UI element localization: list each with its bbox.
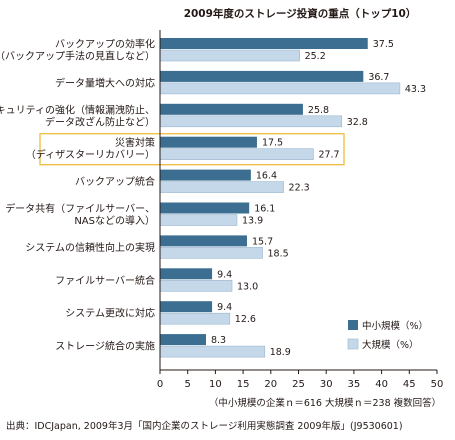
bar-large: [159, 148, 314, 160]
category-label: バックアップの効率化: [55, 38, 155, 51]
x-tick-label: 15: [237, 379, 250, 390]
value-label: 8.3: [211, 335, 226, 346]
bar-large: [159, 247, 263, 259]
bar-small-medium: [160, 202, 250, 214]
value-label: 27.7: [318, 150, 339, 161]
bar-small-medium: [160, 235, 247, 247]
x-tick-label: 45: [403, 379, 416, 390]
legend-swatch: [348, 320, 358, 330]
value-label: 12.6: [235, 314, 256, 325]
value-label: 13.9: [242, 216, 263, 227]
category-label: （ディザスターリカバリー）: [26, 148, 155, 161]
category-label: データ共有（ファイルサーバー、: [5, 202, 155, 215]
x-tick-label: 25: [292, 379, 305, 390]
value-label: 22.3: [289, 183, 310, 194]
x-tick-label: 35: [348, 379, 361, 390]
x-tick-label: 20: [264, 379, 277, 390]
sample-note: （中小規模の企業ｎ＝616 大規模ｎ＝238 複数回答）: [209, 397, 441, 409]
value-label: 13.0: [237, 281, 258, 292]
value-label: 16.1: [254, 204, 275, 215]
value-label: 18.5: [267, 248, 288, 259]
category-labels: バックアップの効率化（バックアップ手法の見直しなど） データ量増大への対応セキュリ…: [0, 38, 155, 353]
category-label: データ量増大への対応: [55, 76, 155, 89]
category-label: データ改ざん防止など）: [45, 115, 155, 128]
bar-small-medium: [160, 334, 206, 346]
x-tick-label: 50: [431, 379, 444, 390]
value-label: 9.4: [217, 302, 232, 313]
bar-small-medium: [160, 136, 257, 148]
value-label: 18.9: [270, 347, 291, 358]
bar-large: [159, 181, 284, 193]
category-label: システムの信頼性向上の実現: [25, 241, 155, 254]
bar-large: [159, 279, 233, 292]
x-tick-label: 0: [157, 379, 163, 390]
x-tick-label: 10: [209, 379, 222, 390]
bars-layer: 37.5 25.2 36.7 43.3 25.8 32.8 17.5 27.7 16.4 22.3…: [159, 38, 426, 358]
bar-large: [159, 214, 238, 226]
value-label: 37.5: [373, 39, 394, 50]
category-label: 災害対策: [115, 136, 155, 149]
legend-label: 大規模（%）: [362, 339, 419, 351]
legend-swatch: [347, 338, 359, 350]
category-label: システム更改に対応: [65, 307, 155, 320]
value-label: 16.4: [256, 171, 277, 182]
bar-small-medium: [160, 301, 213, 313]
bar-small-medium: [160, 169, 251, 181]
bar-large: [159, 49, 300, 62]
value-label: 36.7: [368, 72, 389, 83]
category-label: バックアップ統合: [75, 175, 155, 188]
legend: 中小規模（%） 大規模（%）: [347, 320, 428, 351]
bar-small-medium: [160, 268, 213, 280]
chart-title: 2009年度のストレージ投資の重点（トップ10）: [184, 7, 417, 20]
bar-large: [159, 82, 401, 95]
category-label: セキュリティの強化（情報漏洩防止、: [0, 103, 155, 116]
bar-small-medium: [160, 70, 364, 82]
bar-large: [159, 345, 266, 358]
category-label: ストレージ統合の実施: [55, 340, 155, 353]
source-note: 出典：IDCJapan, 2009年3月「国内企業のストレージ利用実態調査 20…: [6, 420, 403, 432]
bar-small-medium: [160, 38, 368, 49]
value-label: 15.7: [252, 236, 273, 247]
legend-label: 中小規模（%）: [362, 320, 428, 332]
value-label: 43.3: [405, 84, 426, 95]
x-tick-label: 40: [375, 379, 388, 390]
category-label: NASなどの導入）: [74, 214, 155, 227]
x-axis: 0 5 10 15 20 25 30 35 40 45 50: [157, 30, 444, 390]
value-label: 25.8: [308, 105, 329, 116]
value-label: 17.5: [262, 138, 283, 149]
value-label: 9.4: [217, 269, 232, 280]
value-label: 32.8: [347, 117, 368, 128]
highlight-frame: [39, 132, 345, 166]
bar-large: [159, 115, 343, 128]
x-tick-label: 30: [320, 379, 333, 390]
bar-large: [159, 312, 231, 325]
highlight-layer: [39, 132, 345, 166]
category-label: ファイルサーバー統合: [55, 274, 155, 287]
value-label: 25.2: [305, 51, 326, 62]
x-tick-label: 5: [185, 379, 191, 390]
bar-small-medium: [160, 103, 303, 115]
category-label: （バックアップ手法の見直しなど）: [0, 50, 155, 63]
